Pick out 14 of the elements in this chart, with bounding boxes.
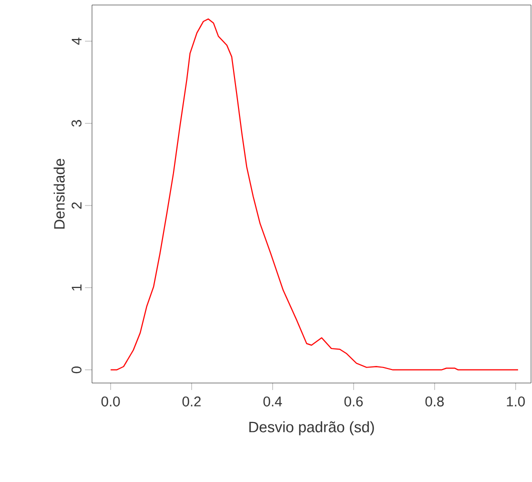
x-axis-title: Desvio padrão (sd) xyxy=(249,421,374,436)
y-tick-label: 1 xyxy=(72,284,82,291)
x-tick-label: 0.0 xyxy=(101,396,120,406)
y-tick-label: 3 xyxy=(72,120,82,127)
y-tick-label: 2 xyxy=(72,202,82,209)
y-tick-label: 4 xyxy=(72,38,82,45)
y-tick-label: 0 xyxy=(72,366,82,374)
x-tick-label: 0.4 xyxy=(263,396,282,406)
y-axis-title: Densidade xyxy=(54,158,65,229)
line-series xyxy=(110,18,519,370)
x-tick-label: 0.6 xyxy=(344,396,363,406)
x-tick-label: 1.0 xyxy=(506,396,525,406)
x-tick-label: 0.2 xyxy=(182,396,201,406)
x-tick-label: 0.8 xyxy=(425,396,444,406)
